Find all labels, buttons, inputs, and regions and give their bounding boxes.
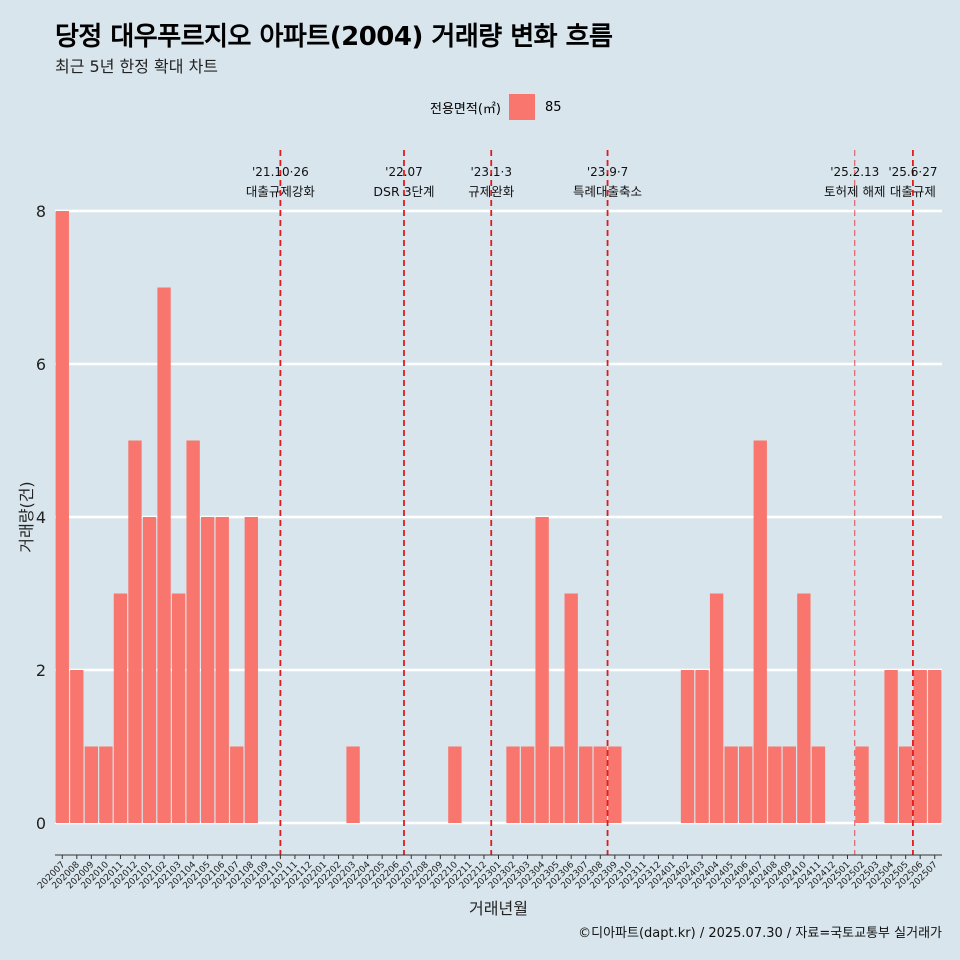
bar-202102 xyxy=(157,287,171,823)
annotation-label-3: 특례대출축소 xyxy=(573,184,642,199)
bar-202010 xyxy=(99,746,113,823)
chart-subtitle: 최근 5년 한정 확대 차트 xyxy=(55,57,219,76)
legend-item-label: 85 xyxy=(544,99,562,115)
annotation-date-2: '23.1·3 xyxy=(470,165,511,179)
bar-202306 xyxy=(564,593,578,823)
y-tick-label: 6 xyxy=(36,355,46,374)
annotation-label-1: DSR 3단계 xyxy=(373,184,434,199)
bar-202504 xyxy=(884,670,898,823)
bar-202009 xyxy=(84,746,99,823)
annotation-date-5: '25.6·27 xyxy=(888,165,937,179)
bar-202008 xyxy=(70,670,84,823)
bar-202410 xyxy=(797,593,811,823)
bar-202210 xyxy=(448,746,462,823)
legend: 전용면적(㎡) 85 xyxy=(430,93,562,121)
bar-202308 xyxy=(593,746,607,823)
bar-202402 xyxy=(680,670,695,823)
bar-202302 xyxy=(506,746,520,823)
legend-title: 전용면적(㎡) xyxy=(430,101,501,117)
bar-202404 xyxy=(709,593,724,823)
annotation-date-3: '23.9·7 xyxy=(587,165,628,179)
bar-202407 xyxy=(753,440,767,823)
bar-202507 xyxy=(928,670,942,823)
annotation-label-0: 대출규제강화 xyxy=(246,184,316,199)
y-tick-label: 8 xyxy=(36,202,46,221)
y-tick-label: 4 xyxy=(36,508,46,527)
bar-202305 xyxy=(549,746,564,823)
annotation-date-4: '25.2.13 xyxy=(830,165,879,179)
annotation-label-2: 규제완화 xyxy=(468,184,515,199)
bar-202406 xyxy=(739,746,753,823)
bar-202108 xyxy=(244,517,258,823)
bar-202506 xyxy=(913,670,927,823)
bar-202405 xyxy=(724,746,738,823)
annotation-label-5: 대출규제 xyxy=(890,184,936,199)
source-caption: ©디아파트(dapt.kr) / 2025.07.30 / 자료=국토교통부 실… xyxy=(578,926,942,941)
bar-202408 xyxy=(768,746,782,823)
bar-202012 xyxy=(128,440,142,823)
bar-202304 xyxy=(535,517,549,823)
x-axis-title: 거래년월 xyxy=(469,899,528,918)
bar-202303 xyxy=(520,746,535,823)
bar-202101 xyxy=(142,517,157,823)
y-tick-label: 2 xyxy=(36,661,46,680)
bars xyxy=(55,211,942,823)
chart-title: 당정 대우푸르지오 아파트(2004) 거래량 변화 흐름 xyxy=(55,22,613,52)
bar-202411 xyxy=(811,746,826,823)
y-tick-label: 0 xyxy=(36,814,46,833)
bar-202007 xyxy=(55,211,69,823)
annotations: '21.10·26 대출규제강화 '22.07 DSR 3단계 '23.1·3 규제완화 '… xyxy=(246,150,937,855)
y-axis-title: 거래량(건) xyxy=(17,481,36,552)
bar-202105 xyxy=(201,517,215,823)
bar-202203 xyxy=(346,746,360,823)
bar-202502 xyxy=(855,746,869,823)
bar-202104 xyxy=(186,440,200,823)
annotation-date-1: '22.07 xyxy=(385,165,423,179)
bar-202107 xyxy=(230,746,244,823)
y-axis-ticks: 0 2 4 6 8 xyxy=(36,202,46,833)
bar-202309 xyxy=(608,746,622,823)
bar-202011 xyxy=(113,593,128,823)
bar-202106 xyxy=(215,517,229,823)
bar-202307 xyxy=(579,746,593,823)
annotation-date-0: '21.10·26 xyxy=(252,165,309,179)
x-axis: 2020072020082020092020102020112020122021… xyxy=(36,854,942,891)
bar-202403 xyxy=(695,670,709,823)
bar-202103 xyxy=(171,593,186,823)
annotation-label-4: 토허제 해제 xyxy=(824,184,885,199)
bar-202409 xyxy=(782,746,796,823)
legend-swatch xyxy=(508,94,535,120)
bar-202505 xyxy=(898,746,913,823)
